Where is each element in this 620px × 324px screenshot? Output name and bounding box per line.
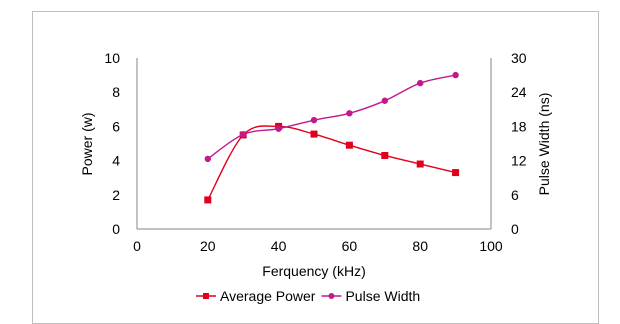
pulse-width-point [275,125,282,132]
y-right-tick-label: 12 [511,153,527,169]
y-right-tick-label: 18 [511,118,527,134]
legend-average-power-marker [203,293,209,299]
x-tick-label: 40 [271,238,287,254]
average-power-point [204,196,212,204]
average-power-point [381,151,389,159]
y-right-tick-label: 24 [511,84,527,100]
y-left-tick-label: 2 [112,187,120,203]
average-power-point [345,141,353,149]
legend-average-power-label: Average Power [220,288,316,304]
legend-pulse-width-marker [328,293,335,299]
y-right-tick-label: 0 [511,221,519,237]
pulse-width-point [452,71,459,79]
chart-frame [32,11,599,324]
average-power-point [416,160,424,168]
pulse-width-point [346,110,353,117]
x-tick-label: 20 [200,238,216,254]
pulse-width-point [381,97,388,104]
series-layer [204,71,460,204]
y-left-tick-label: 4 [112,153,120,169]
pulse-width-point [240,131,247,138]
average-power-point [452,169,460,177]
legend: Average Power Pulse Width [196,288,420,304]
axes [136,58,492,230]
average-power-point [310,130,318,138]
x-tick-label: 100 [479,238,503,254]
legend-pulse-width-label: Pulse Width [345,288,420,304]
x-tick-label: 0 [133,238,141,254]
pulse-width-point [204,155,211,163]
y-axis-right-label: Pulse Width (ns) [536,93,552,196]
y-right-tick-label: 30 [511,50,527,66]
pulse-width-point [310,116,318,124]
x-axis-label: Ferquency (kHz) [262,263,365,279]
y-left-tick-label: 10 [104,50,120,66]
y-left-tick-label: 8 [112,84,120,100]
pulse-width-point [417,79,424,87]
x-tick-label: 60 [342,238,358,254]
y-right-tick-label: 6 [511,187,519,203]
y-left-tick-label: 6 [112,118,120,134]
y-left-tick-label: 0 [112,221,120,237]
y-axis-left-label: Power (w) [79,112,95,175]
x-tick-label: 80 [412,238,428,254]
